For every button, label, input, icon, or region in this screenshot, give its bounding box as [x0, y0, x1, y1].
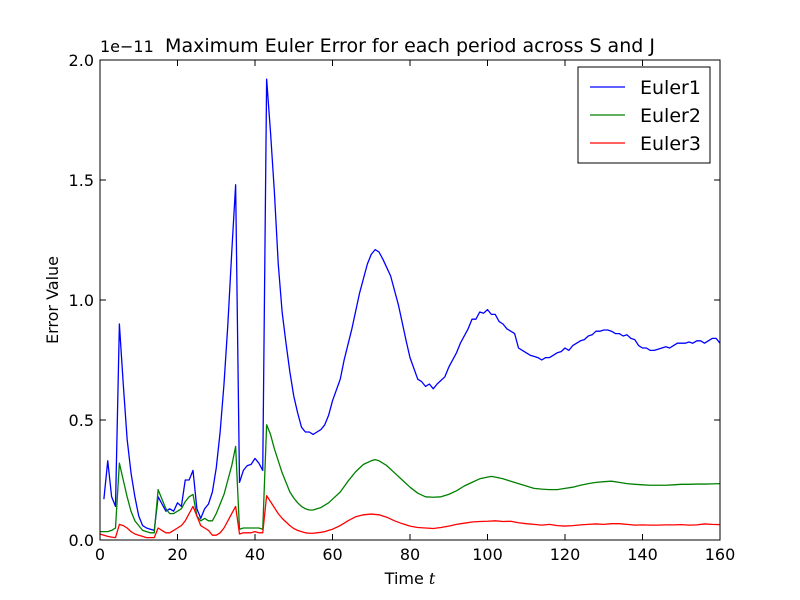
x-axis-title: Time t: [384, 569, 436, 588]
legend-label-euler2: Euler2: [640, 105, 701, 127]
x-tick-label: 100: [472, 545, 503, 564]
series-layer: [99, 78, 721, 539]
x-axis-ticks: 0 20 40 60 80 100 120 140 160: [95, 60, 735, 564]
series-line-euler2: [100, 424, 721, 534]
y-offset-label: 1e−11: [100, 37, 154, 56]
legend-label-euler3: Euler3: [640, 133, 701, 155]
x-axis-title-text: Time: [384, 569, 424, 588]
y-axis-ticks: 0.0 0.5 1.0 1.5 2.0: [69, 51, 720, 550]
y-tick-label: 1.0: [69, 291, 94, 310]
x-axis-title-variable: t: [429, 569, 436, 588]
x-tick-label: 160: [705, 545, 736, 564]
x-tick-label: 140: [627, 545, 658, 564]
chart-title: Maximum Euler Error for each period acro…: [165, 35, 655, 57]
x-tick-label: 60: [322, 545, 342, 564]
x-tick-label: 80: [400, 545, 420, 564]
x-tick-label: 20: [167, 545, 187, 564]
y-tick-label: 0.5: [69, 411, 94, 430]
series-line-euler3: [99, 494, 721, 539]
legend-label-euler1: Euler1: [640, 77, 701, 99]
series-line-euler1: [103, 78, 721, 532]
x-tick-label: 120: [550, 545, 581, 564]
y-tick-label: 2.0: [69, 51, 94, 70]
y-tick-label: 1.5: [69, 171, 94, 190]
y-tick-label: 0.0: [69, 531, 94, 550]
x-tick-label: 0: [95, 545, 105, 564]
y-axis-title: Error Value: [43, 256, 62, 344]
legend: Euler1 Euler2 Euler3: [577, 66, 711, 164]
x-tick-label: 40: [245, 545, 265, 564]
